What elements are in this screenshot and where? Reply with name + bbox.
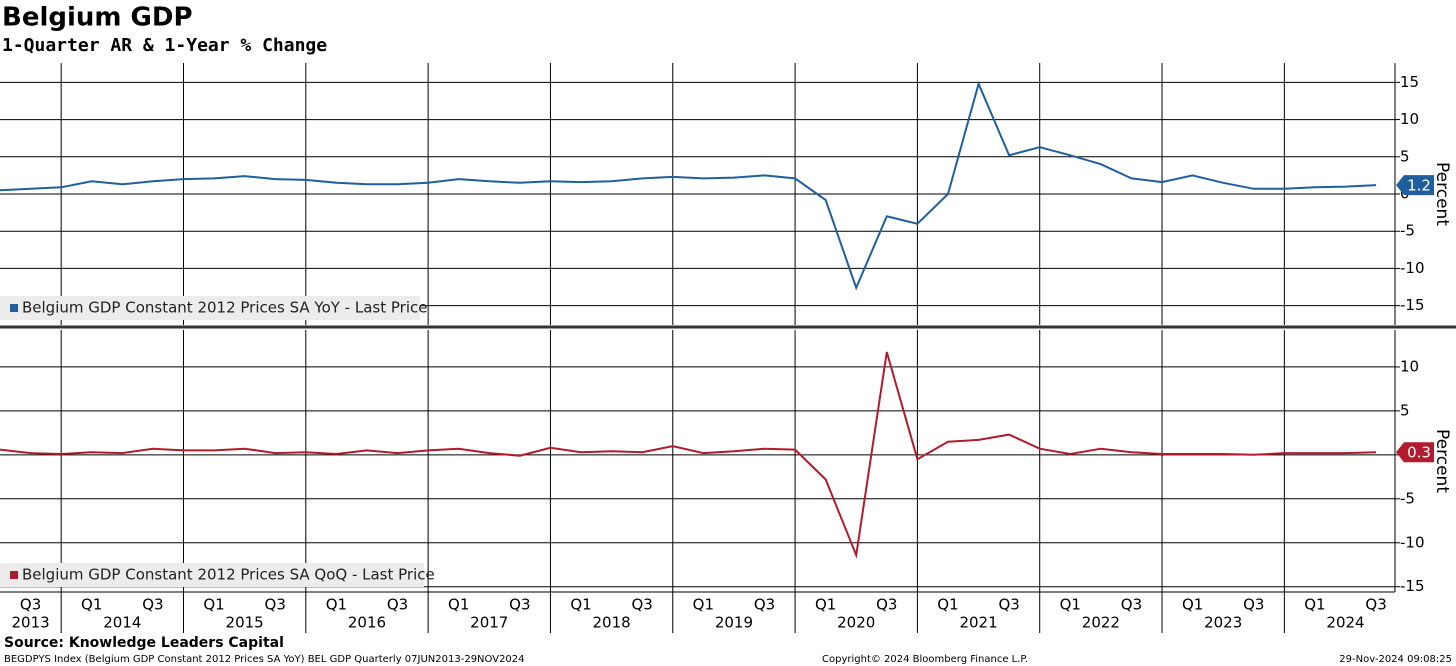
x-tick-label: Q3 — [265, 596, 286, 614]
legend-swatch — [10, 571, 18, 579]
x-year-label: 2022 — [1082, 614, 1120, 632]
chart-subtitle: 1-Quarter AR & 1-Year % Change — [2, 35, 327, 56]
line-series — [0, 80, 1377, 291]
line-series — [0, 351, 1377, 559]
legend-label: Belgium GDP Constant 2012 Prices SA QoQ … — [22, 566, 435, 584]
x-year-label: 2016 — [348, 614, 386, 632]
x-tick-label: Q3 — [20, 596, 41, 614]
x-year-label: 2024 — [1326, 614, 1364, 632]
timestamp: 29-Nov-2024 09:08:25 — [1339, 654, 1452, 665]
x-tick-label: Q1 — [203, 596, 224, 614]
footnote: BEGDPYS Index (Belgium GDP Constant 2012… — [4, 654, 525, 665]
x-tick-label: Q1 — [693, 596, 714, 614]
x-tick-label: Q3 — [876, 596, 897, 614]
x-year-label: 2023 — [1204, 614, 1242, 632]
y-tick-label: -10 — [1400, 259, 1425, 277]
y-tick-label: -5 — [1400, 222, 1415, 240]
x-tick-label: Q3 — [998, 596, 1019, 614]
x-year-label: 2013 — [11, 614, 49, 632]
y-tick-label: 10 — [1400, 110, 1419, 128]
y-tick-label: 15 — [1400, 73, 1419, 91]
y-tick-label: -15 — [1400, 296, 1425, 314]
x-year-label: 2021 — [959, 614, 997, 632]
x-tick-label: Q1 — [326, 596, 347, 614]
y-tick-label: 10 — [1400, 357, 1419, 375]
x-tick-label: Q3 — [754, 596, 775, 614]
source: Source: Knowledge Leaders Capital — [4, 635, 284, 651]
last-value-label: 1.2 — [1407, 177, 1431, 195]
last-value-label: 0.3 — [1407, 444, 1431, 462]
x-tick-label: Q3 — [387, 596, 408, 614]
x-tick-label: Q3 — [1365, 596, 1386, 614]
x-year-label: 2018 — [593, 614, 631, 632]
x-tick-label: Q3 — [632, 596, 653, 614]
y-axis-title: Percent — [1432, 429, 1452, 493]
y-tick-label: 5 — [1400, 147, 1410, 165]
x-tick-label: Q1 — [937, 596, 958, 614]
x-tick-label: Q1 — [1304, 596, 1325, 614]
x-tick-label: Q1 — [448, 596, 469, 614]
x-tick-label: Q1 — [1060, 596, 1081, 614]
x-year-label: 2019 — [715, 614, 753, 632]
copyright: Copyright© 2024 Bloomberg Finance L.P. — [822, 654, 1028, 665]
y-tick-label: -5 — [1400, 489, 1415, 507]
legend-swatch — [10, 304, 18, 312]
x-tick-label: Q3 — [509, 596, 530, 614]
y-axis-title: Percent — [1432, 162, 1452, 226]
x-year-label: 2015 — [226, 614, 264, 632]
x-tick-label: Q1 — [81, 596, 102, 614]
x-year-label: 2020 — [837, 614, 875, 632]
x-year-label: 2014 — [103, 614, 141, 632]
x-tick-label: Q3 — [1243, 596, 1264, 614]
legend-box — [0, 563, 424, 587]
x-tick-label: Q1 — [570, 596, 591, 614]
x-tick-label: Q1 — [815, 596, 836, 614]
x-year-label: 2017 — [470, 614, 508, 632]
legend-box — [0, 296, 420, 320]
y-tick-label: 5 — [1400, 401, 1410, 419]
chart-title: Belgium GDP — [2, 3, 193, 33]
x-tick-label: Q3 — [142, 596, 163, 614]
y-tick-label: -15 — [1400, 577, 1425, 595]
x-tick-label: Q3 — [1121, 596, 1142, 614]
last-value-badge — [1396, 442, 1434, 463]
last-value-badge — [1396, 175, 1434, 196]
legend-label: Belgium GDP Constant 2012 Prices SA YoY … — [22, 299, 427, 317]
x-tick-label: Q1 — [1182, 596, 1203, 614]
y-tick-label: -10 — [1400, 533, 1425, 551]
